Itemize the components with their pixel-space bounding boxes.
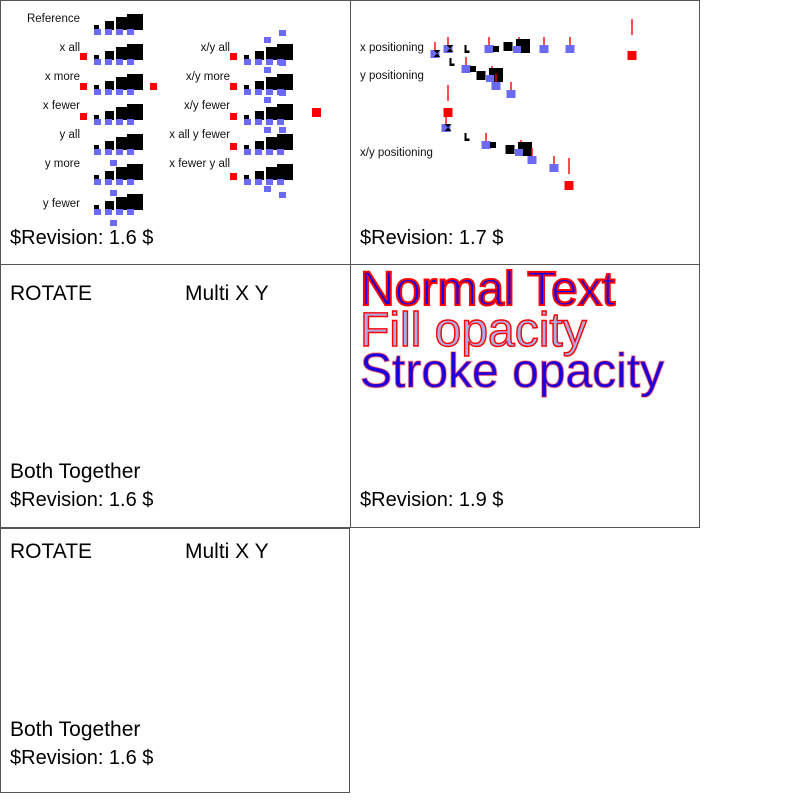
svg-text:Stroke opacity: Stroke opacity	[360, 345, 664, 398]
